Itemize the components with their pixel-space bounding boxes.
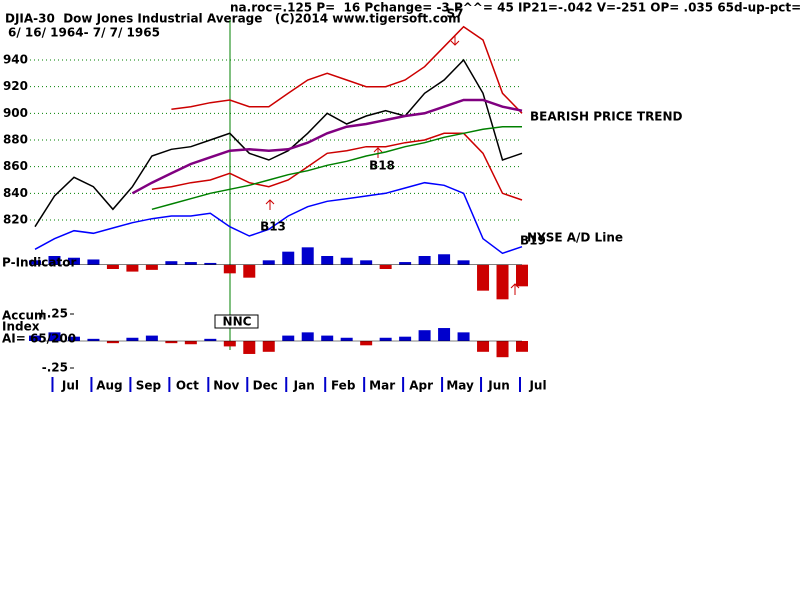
bar xyxy=(67,336,80,341)
arrow-down xyxy=(450,36,460,46)
bar xyxy=(262,260,275,265)
bar xyxy=(282,335,295,341)
x-tick-label: Dec xyxy=(253,379,278,393)
bar xyxy=(282,251,295,265)
bar xyxy=(457,260,470,265)
y-tick-label: 920 xyxy=(3,79,28,93)
bar xyxy=(223,341,236,347)
bar xyxy=(145,335,158,341)
annotation: B19 xyxy=(520,234,546,248)
nnc-box xyxy=(214,314,259,329)
annotation: NYSE A/D Line xyxy=(527,231,623,245)
bar xyxy=(457,332,470,341)
bar xyxy=(399,336,412,341)
panel-annotation: AI= 65/200 xyxy=(2,332,76,346)
series-line xyxy=(34,181,523,255)
bar xyxy=(48,332,61,341)
bar xyxy=(243,264,256,278)
series-line xyxy=(34,58,523,228)
y-tick-label: -.25 xyxy=(42,361,68,375)
subtitle: 6/ 16/ 1964- 7/ 7/ 1965 xyxy=(8,26,160,40)
bar xyxy=(106,264,119,269)
x-tick-label: Aug xyxy=(96,379,122,393)
bar xyxy=(48,256,61,265)
bar xyxy=(184,262,197,265)
bar xyxy=(87,259,100,265)
panel-label: Accum xyxy=(2,309,47,323)
series-line xyxy=(171,25,523,114)
bar xyxy=(516,264,528,287)
bar xyxy=(360,341,373,346)
x-tick-label: Jun xyxy=(487,379,510,393)
x-tick-label: Nov xyxy=(213,379,239,393)
y-tick-label: 940 xyxy=(3,53,28,67)
y-tick-label: 900 xyxy=(3,106,28,120)
bar xyxy=(438,328,451,341)
x-tick-label: Feb xyxy=(331,379,356,393)
series-line xyxy=(131,98,523,195)
bar xyxy=(477,264,490,291)
bar xyxy=(204,262,217,265)
bar xyxy=(165,261,178,265)
arrow-up xyxy=(510,283,520,295)
header: na.roc=.125 P= 16 Pchange= -3 P^^= 45 IP… xyxy=(230,1,800,15)
annotation: B13 xyxy=(260,220,286,234)
panel-label: P-Indicator xyxy=(2,256,76,270)
bar xyxy=(496,341,509,358)
bar xyxy=(29,260,41,265)
annotation: B18 xyxy=(369,159,395,173)
series-line xyxy=(151,125,522,211)
x-tick-label: Sep xyxy=(136,379,162,393)
bar xyxy=(340,257,353,265)
annotation: BEARISH PRICE TREND xyxy=(530,110,683,124)
arrow-up xyxy=(265,199,275,210)
x-tick-label: Jan xyxy=(293,379,315,393)
bar xyxy=(126,264,139,272)
bar xyxy=(438,254,451,265)
bar xyxy=(516,341,528,352)
y-tick-label: +.25 xyxy=(37,307,68,321)
bar xyxy=(106,341,119,344)
x-tick-label: Jul xyxy=(528,379,546,393)
y-tick-label: 820 xyxy=(3,213,28,227)
x-tick-label: Jul xyxy=(61,379,79,393)
y-tick-label: 880 xyxy=(3,133,28,147)
bar xyxy=(360,260,373,265)
bar xyxy=(145,264,158,270)
y-tick-label: 860 xyxy=(3,159,28,173)
bar xyxy=(477,341,490,352)
x-tick-label: Oct xyxy=(176,379,199,393)
bar xyxy=(29,335,41,341)
y-tick-label: 840 xyxy=(3,186,28,200)
bar xyxy=(301,247,314,265)
bar xyxy=(321,335,334,341)
bar xyxy=(165,341,178,344)
bar xyxy=(126,337,139,341)
bar xyxy=(204,338,217,341)
x-tick-label: May xyxy=(446,379,474,393)
x-tick-label: Mar xyxy=(369,379,395,393)
x-tick-label: Apr xyxy=(409,379,433,393)
bar xyxy=(399,262,412,265)
bar xyxy=(379,337,392,341)
bar xyxy=(418,256,431,265)
bar xyxy=(87,338,100,341)
bar xyxy=(340,337,353,341)
bar xyxy=(223,264,236,274)
bar xyxy=(418,330,431,341)
bar xyxy=(67,257,80,265)
annotation: NNC xyxy=(223,315,252,329)
chart-title: DJIA-30 Dow Jones Industrial Average (C)… xyxy=(5,12,461,26)
bar xyxy=(379,264,392,269)
panel-label: Index xyxy=(2,320,40,334)
annotation: S7 xyxy=(447,7,464,21)
bar xyxy=(243,341,256,354)
bar xyxy=(321,256,334,265)
bar xyxy=(496,264,509,300)
bar xyxy=(184,341,197,345)
bar xyxy=(301,332,314,341)
bar xyxy=(262,341,275,352)
